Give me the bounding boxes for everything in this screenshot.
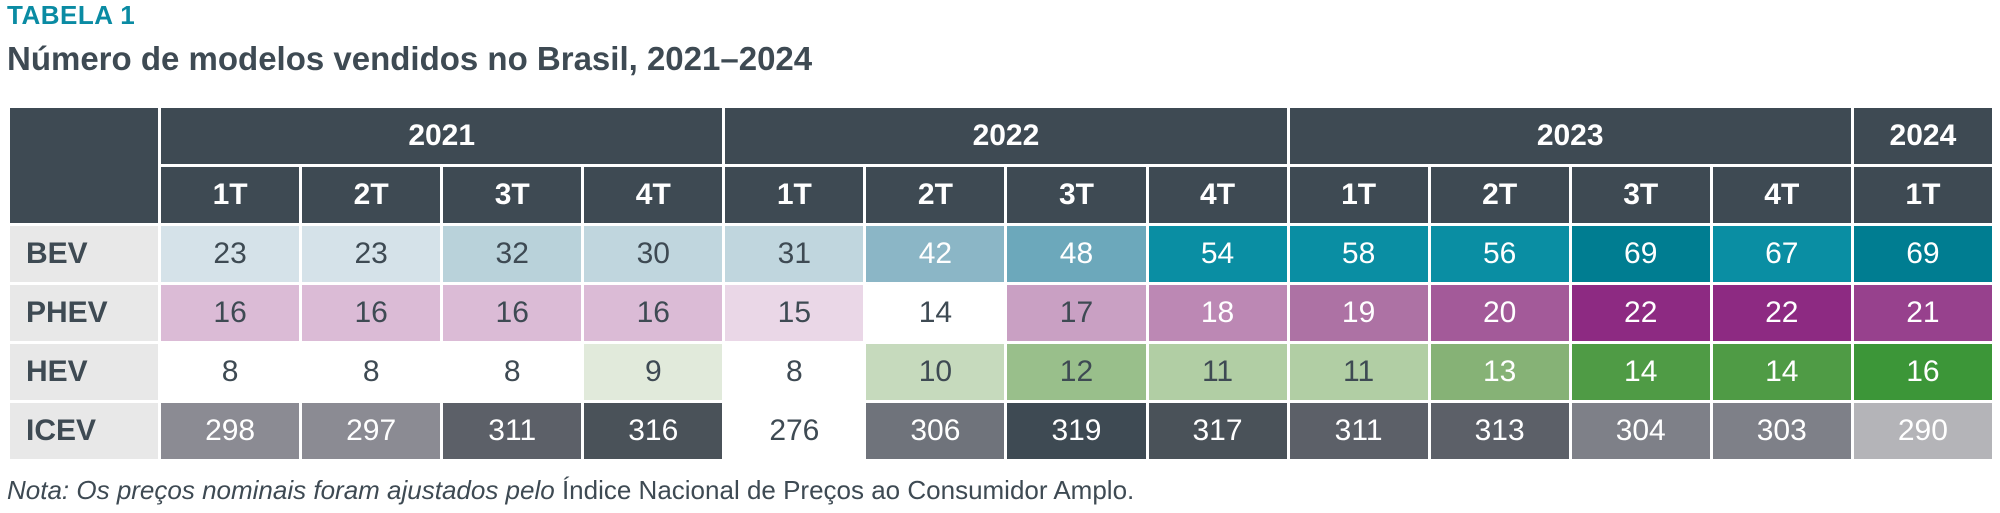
value-cell: 298 <box>158 400 303 462</box>
row-header: HEV <box>6 341 162 403</box>
value-cell: 21 <box>1850 282 1996 344</box>
sales-table: 2021 2022 2023 2024 1T 2T 3T 4T 1T 2T 3T 4T 1T 2T 3T 4… <box>6 105 1996 462</box>
value-cell: 69 <box>1850 223 1996 285</box>
table-title: Número de modelos vendidos no Brasil, 20… <box>7 40 813 77</box>
value-cell: 14 <box>1568 341 1713 403</box>
year-header-2024: 2024 <box>1850 105 1996 167</box>
year-header-row: 2021 2022 2023 2024 <box>6 105 1996 226</box>
year-header-2022: 2022 <box>722 105 1290 167</box>
note-italic: Nota: Os preços nominais foram ajustados… <box>7 475 555 505</box>
quarter-header: 1T <box>1850 164 1996 226</box>
value-cell: 8 <box>158 341 303 403</box>
value-cell: 48 <box>1004 223 1149 285</box>
value-cell: 8 <box>299 341 444 403</box>
value-cell: 16 <box>440 282 585 344</box>
value-cell: 17 <box>1004 282 1149 344</box>
value-cell: 276 <box>722 400 867 462</box>
value-cell: 12 <box>1004 341 1149 403</box>
value-cell: 23 <box>299 223 444 285</box>
row-header: ICEV <box>6 400 162 462</box>
value-cell: 10 <box>863 341 1008 403</box>
quarter-header: 2T <box>299 164 444 226</box>
value-cell: 13 <box>1427 341 1572 403</box>
value-cell: 22 <box>1568 282 1713 344</box>
row-header: BEV <box>6 223 162 285</box>
quarter-header: 3T <box>1004 164 1149 226</box>
note-normal: Índice Nacional de Preços ao Consumidor … <box>554 475 1135 505</box>
value-cell: 316 <box>581 400 726 462</box>
value-cell: 290 <box>1850 400 1996 462</box>
value-cell: 15 <box>722 282 867 344</box>
value-cell: 304 <box>1568 400 1713 462</box>
value-cell: 319 <box>1004 400 1149 462</box>
table-row-icev: ICEV 298 297 311 316 276 306 319 317 311 313 304 303… <box>6 400 1996 462</box>
quarter-header: 2T <box>1427 164 1572 226</box>
quarter-header: 4T <box>1709 164 1854 226</box>
value-cell: 11 <box>1145 341 1290 403</box>
quarter-header: 3T <box>1568 164 1713 226</box>
value-cell: 32 <box>440 223 585 285</box>
value-cell: 8 <box>722 341 867 403</box>
value-cell: 9 <box>581 341 726 403</box>
value-cell: 20 <box>1427 282 1572 344</box>
value-cell: 16 <box>158 282 303 344</box>
value-cell: 14 <box>863 282 1008 344</box>
value-cell: 22 <box>1709 282 1854 344</box>
table-row-hev: HEV 8 8 8 9 8 10 12 11 11 13 14 14 16 <box>6 341 1996 403</box>
quarter-header: 4T <box>581 164 726 226</box>
value-cell: 14 <box>1709 341 1854 403</box>
quarter-header: 4T <box>1145 164 1290 226</box>
value-cell: 297 <box>299 400 444 462</box>
value-cell: 18 <box>1145 282 1290 344</box>
value-cell: 42 <box>863 223 1008 285</box>
quarter-header-row: 1T 2T 3T 4T 1T 2T 3T 4T 1T 2T 3T 4T 1T <box>9 164 1996 226</box>
value-cell: 23 <box>158 223 303 285</box>
quarter-header: 1T <box>1286 164 1431 226</box>
table-row-phev: PHEV 16 16 16 16 15 14 17 18 19 20 22 22 21 <box>6 282 1996 344</box>
table-body: BEV 23 23 32 30 31 42 48 54 58 56 69 67 69 PHEV 16 16 16 1… <box>6 223 1996 462</box>
value-cell: 67 <box>1709 223 1854 285</box>
corner-cell <box>6 105 162 226</box>
table-label: TABELA 1 <box>7 0 136 30</box>
value-cell: 54 <box>1145 223 1290 285</box>
value-cell: 58 <box>1286 223 1431 285</box>
table-row-bev: BEV 23 23 32 30 31 42 48 54 58 56 69 67 69 <box>6 223 1996 285</box>
value-cell: 31 <box>722 223 867 285</box>
value-cell: 16 <box>1850 341 1996 403</box>
value-cell: 311 <box>440 400 585 462</box>
year-header-2021: 2021 <box>158 105 726 167</box>
value-cell: 56 <box>1427 223 1572 285</box>
value-cell: 317 <box>1145 400 1290 462</box>
quarter-header: 3T <box>440 164 585 226</box>
value-cell: 69 <box>1568 223 1713 285</box>
value-cell: 19 <box>1286 282 1431 344</box>
row-header: PHEV <box>6 282 162 344</box>
quarter-header: 1T <box>722 164 867 226</box>
quarter-header: 2T <box>863 164 1008 226</box>
value-cell: 313 <box>1427 400 1572 462</box>
value-cell: 30 <box>581 223 726 285</box>
value-cell: 11 <box>1286 341 1431 403</box>
value-cell: 16 <box>299 282 444 344</box>
value-cell: 306 <box>863 400 1008 462</box>
value-cell: 16 <box>581 282 726 344</box>
year-header-2023: 2023 <box>1286 105 1854 167</box>
quarter-header: 1T <box>158 164 303 226</box>
value-cell: 311 <box>1286 400 1431 462</box>
value-cell: 8 <box>440 341 585 403</box>
value-cell: 303 <box>1709 400 1854 462</box>
table-note: Nota: Os preços nominais foram ajustados… <box>7 475 1134 506</box>
